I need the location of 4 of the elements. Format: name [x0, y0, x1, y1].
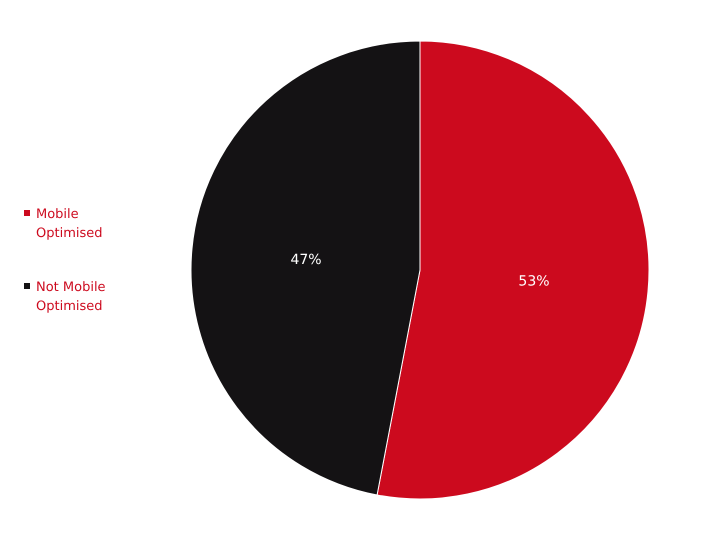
data-label: 47% — [290, 252, 322, 268]
data-label: 53% — [518, 274, 550, 290]
legend-label: Not Mobile Optimised — [36, 280, 106, 314]
legend-label: Mobile Optimised — [36, 207, 102, 241]
